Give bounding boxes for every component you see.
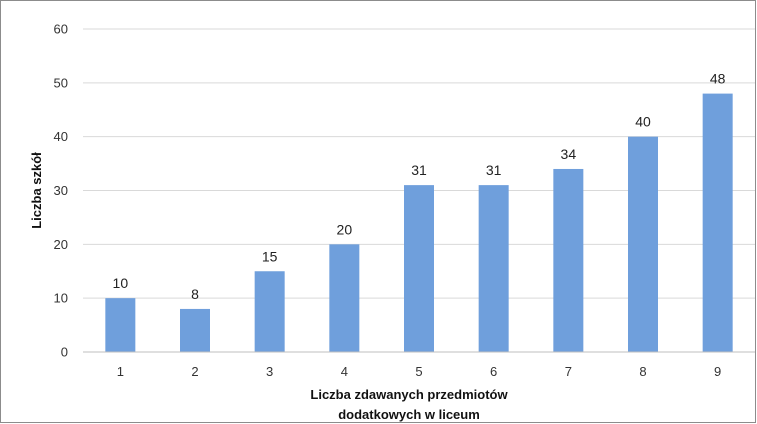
y-tick-label-60: 60 xyxy=(54,22,68,37)
data-labels: 10 8 15 20 31 31 34 40 48 xyxy=(113,71,726,302)
y-tick-labels: 0 10 20 30 40 50 60 xyxy=(54,22,68,360)
x-tick-label-4: 4 xyxy=(341,364,348,379)
bar-5 xyxy=(404,185,434,352)
y-tick-label-50: 50 xyxy=(54,75,68,90)
y-axis-title: Liczba szkół xyxy=(29,152,44,229)
y-tick-label-30: 30 xyxy=(54,183,68,198)
x-axis-title-line-1: Liczba zdawanych przedmiotów xyxy=(310,387,508,402)
data-label-9: 48 xyxy=(710,71,726,87)
bar-8 xyxy=(628,136,658,352)
x-tick-label-5: 5 xyxy=(415,364,422,379)
bar-3 xyxy=(254,271,285,352)
bar-4 xyxy=(329,244,360,352)
x-tick-label-1: 1 xyxy=(117,364,124,379)
x-tick-label-7: 7 xyxy=(565,364,572,379)
data-label-5: 31 xyxy=(411,162,427,178)
bar-1 xyxy=(105,298,136,352)
data-label-4: 20 xyxy=(337,221,353,237)
data-label-2: 8 xyxy=(191,286,199,302)
bar-9 xyxy=(702,93,733,352)
x-tick-labels: 1 2 3 4 5 6 7 8 9 xyxy=(117,364,722,379)
bar-2 xyxy=(180,308,210,352)
data-label-3: 15 xyxy=(262,248,278,264)
x-tick-label-9: 9 xyxy=(714,364,721,379)
x-axis-title-line-2: dodatkowych w liceum xyxy=(338,407,480,422)
bars xyxy=(105,93,733,352)
data-label-6: 31 xyxy=(486,162,502,178)
y-tick-label-20: 20 xyxy=(54,237,68,252)
data-label-7: 34 xyxy=(561,146,577,162)
y-tick-label-10: 10 xyxy=(54,291,68,306)
bar-6 xyxy=(478,185,509,352)
bar-7 xyxy=(553,168,584,352)
x-tick-label-6: 6 xyxy=(490,364,497,379)
x-tick-label-8: 8 xyxy=(639,364,646,379)
data-label-8: 40 xyxy=(635,114,651,130)
x-tick-label-2: 2 xyxy=(191,364,198,379)
y-tick-label-0: 0 xyxy=(61,345,68,360)
y-tick-label-40: 40 xyxy=(54,129,68,144)
x-tick-label-3: 3 xyxy=(266,364,273,379)
data-label-1: 10 xyxy=(113,275,129,291)
